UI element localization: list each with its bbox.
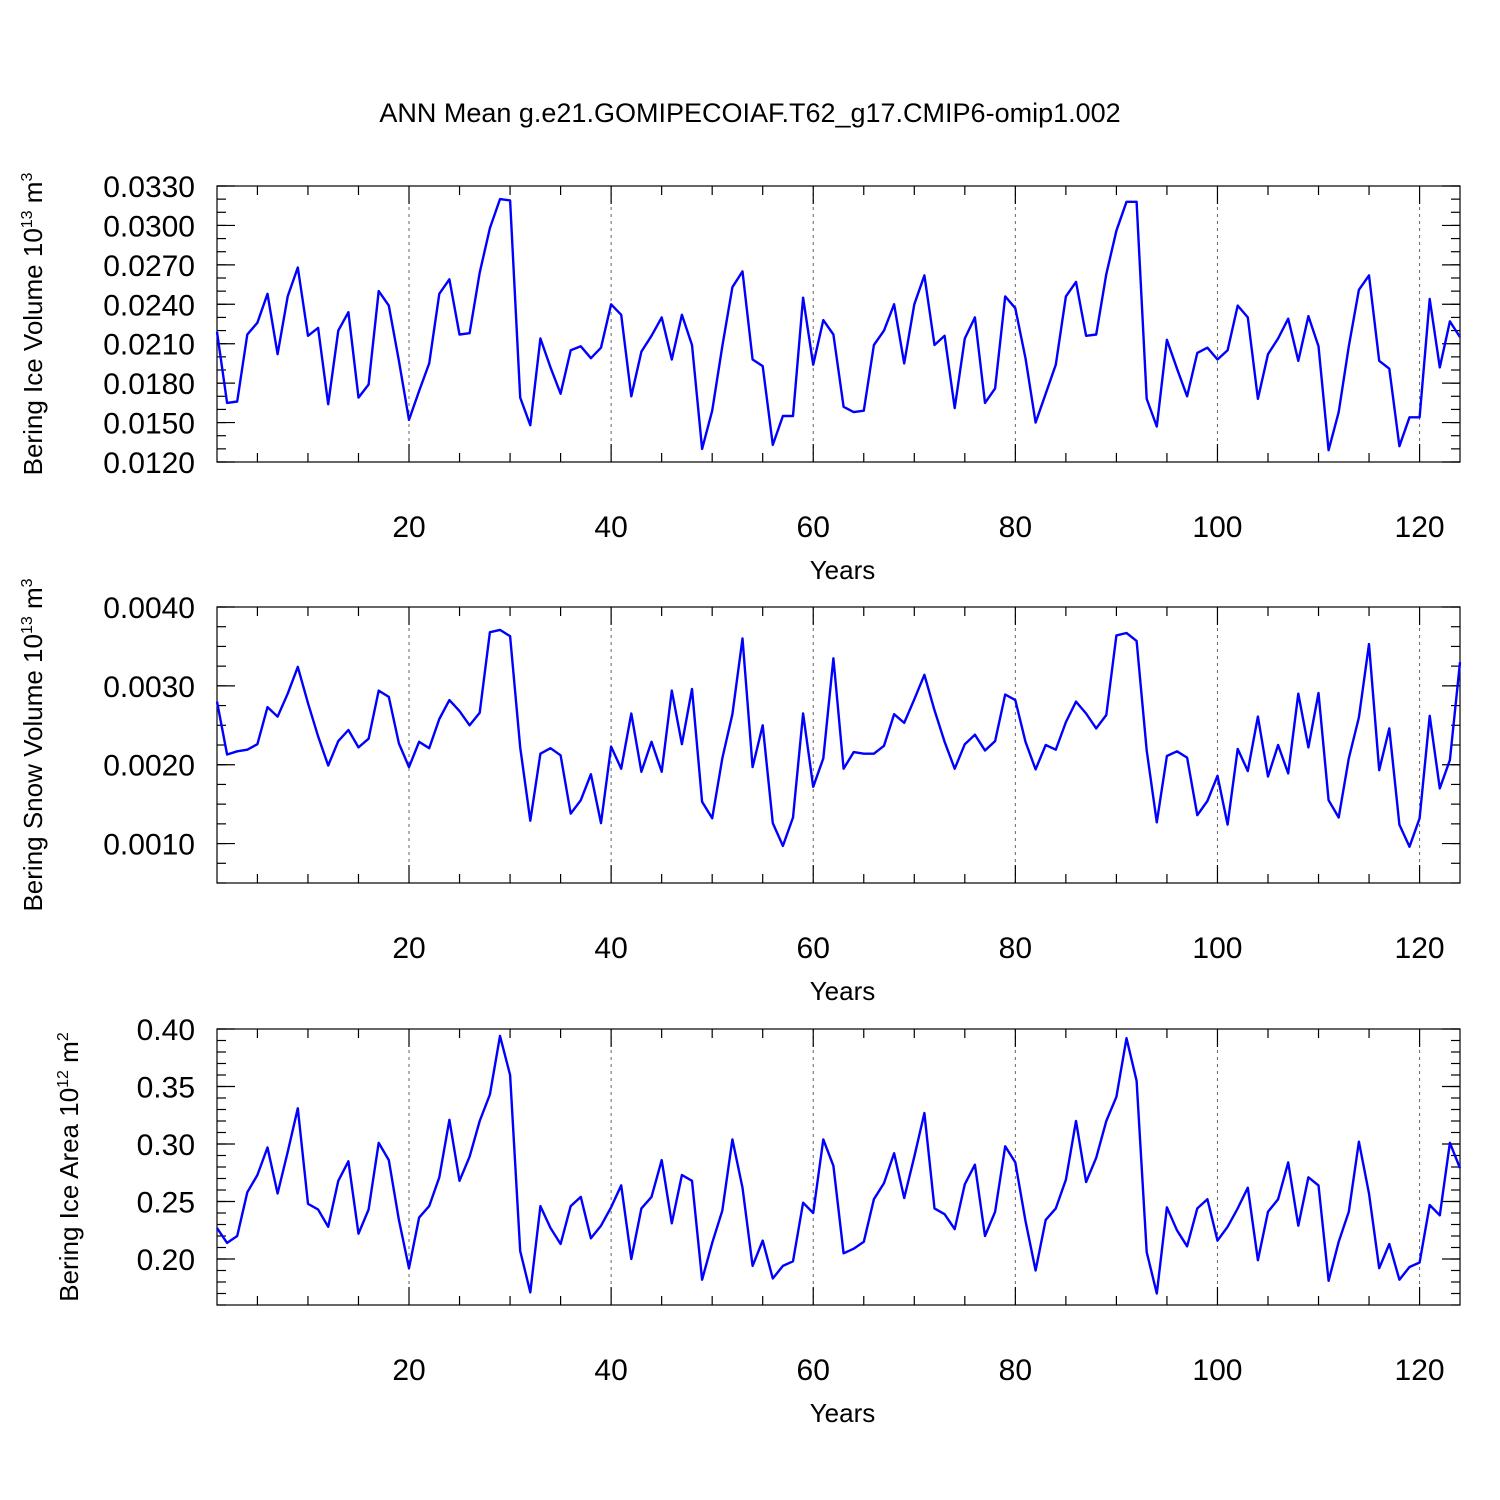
x-axis-label: Years [810, 555, 876, 585]
x-tick-label: 120 [1395, 932, 1445, 965]
x-tick-label: 60 [797, 932, 830, 965]
chart-panel-1: 20 40 60 80 100 120 0.0120 0.0150 0.0180 0.0210 0.… [18, 171, 1462, 585]
data-series-line [215, 628, 1462, 848]
x-tick-label: 80 [999, 932, 1032, 965]
y-tick-label: 0.30 [137, 1129, 195, 1162]
x-tick-label: 20 [392, 932, 425, 965]
y-axis-label: Bering Snow Volume 1013 m3 [18, 578, 48, 911]
x-tick-label: 100 [1192, 511, 1242, 544]
x-tick-label: 120 [1395, 511, 1445, 544]
x-tick-label: 80 [999, 1354, 1032, 1387]
y-tick-label: 0.0120 [103, 447, 195, 480]
y-tick-label: 0.0030 [103, 671, 195, 704]
y-tick-label: 0.35 [137, 1072, 195, 1105]
plot-frame [216, 185, 1461, 463]
y-tick-label: 0.0240 [103, 289, 195, 322]
x-tick-label: 60 [797, 1354, 830, 1387]
chart-title: ANN Mean g.e21.GOMIPECOIAF.T62_g17.CMIP6… [379, 98, 1120, 128]
x-tick-label: 20 [392, 1354, 425, 1387]
chart-panel-2: 20 40 60 80 100 120 0.0010 0.0020 0.0030 0.0040 Be… [18, 578, 1462, 1006]
chart-panels: 20 40 60 80 100 120 0.0120 0.0150 0.0180 0.0210 0.… [18, 171, 1462, 1428]
y-tick-label: 0.0330 [103, 171, 195, 204]
y-tick-label: 0.0300 [103, 210, 195, 243]
y-tick-label: 0.0040 [103, 592, 195, 625]
y-axis-label: Bering Ice Area 1012 m2 [54, 1032, 84, 1302]
x-tick-label: 100 [1192, 932, 1242, 965]
y-tick-label: 0.0020 [103, 750, 195, 783]
y-tick-label: 0.0150 [103, 408, 195, 441]
y-tick-label: 0.20 [137, 1244, 195, 1277]
y-tick-label: 0.0270 [103, 250, 195, 283]
data-series-line [215, 197, 1462, 452]
x-tick-label: 40 [594, 511, 627, 544]
x-tick-label: 60 [797, 511, 830, 544]
y-tick-label: 0.40 [137, 1014, 195, 1047]
x-tick-label: 20 [392, 511, 425, 544]
x-tick-label: 120 [1395, 1354, 1445, 1387]
x-tick-label: 40 [594, 932, 627, 965]
x-axis-label: Years [810, 1398, 876, 1428]
chart-panel-3: 20 40 60 80 100 120 0.20 0.25 0.30 0.35 0.40 Bering… [54, 1014, 1462, 1428]
data-series-line [216, 1034, 1462, 1295]
y-tick-label: 0.0180 [103, 368, 195, 401]
x-axis-label: Years [810, 976, 876, 1006]
plot-frame [216, 606, 1461, 884]
x-tick-label: 80 [999, 511, 1032, 544]
x-tick-label: 100 [1192, 1354, 1242, 1387]
x-tick-label: 40 [594, 1354, 627, 1387]
plot-frame [216, 1028, 1461, 1306]
y-axis-label: Bering Ice Volume 1013 m3 [18, 173, 48, 476]
y-tick-label: 0.0210 [103, 329, 195, 362]
y-tick-label: 0.0010 [103, 829, 195, 862]
y-tick-label: 0.25 [137, 1187, 195, 1220]
